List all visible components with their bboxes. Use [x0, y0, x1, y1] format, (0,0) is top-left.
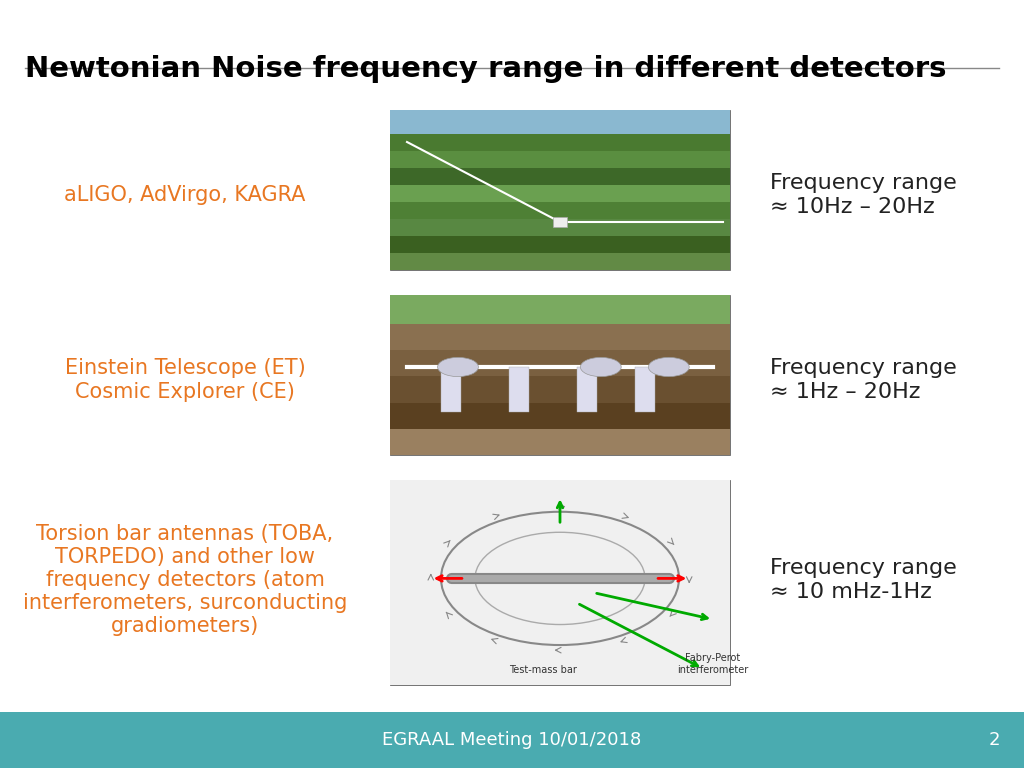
Bar: [390, 110, 730, 134]
Text: aLIGO, AdVirgo, KAGRA: aLIGO, AdVirgo, KAGRA: [65, 185, 306, 205]
Bar: [577, 367, 597, 412]
Bar: [509, 367, 529, 412]
Bar: [0, 712, 1024, 768]
Bar: [390, 480, 730, 685]
Bar: [390, 295, 730, 455]
Bar: [390, 236, 730, 253]
Text: Newtonian Noise frequency range in different detectors: Newtonian Noise frequency range in diffe…: [25, 55, 946, 83]
Bar: [635, 367, 655, 412]
Text: Torsion bar antennas (TOBA,
TORPEDO) and other low
frequency detectors (atom
int: Torsion bar antennas (TOBA, TORPEDO) and…: [23, 524, 347, 637]
Text: EGRAAL Meeting 10/01/2018: EGRAAL Meeting 10/01/2018: [382, 731, 642, 749]
Bar: [390, 185, 730, 202]
Bar: [390, 134, 730, 151]
Bar: [390, 168, 730, 185]
Text: Frequency range
≈ 10 mHz-1Hz: Frequency range ≈ 10 mHz-1Hz: [770, 558, 956, 601]
Ellipse shape: [648, 357, 689, 376]
Bar: [441, 367, 462, 412]
Text: Fabry-Perot
interferometer: Fabry-Perot interferometer: [677, 653, 749, 675]
Bar: [390, 253, 730, 270]
Bar: [390, 295, 730, 324]
Bar: [390, 151, 730, 168]
Text: Einstein Telescope (ET)
Cosmic Explorer (CE): Einstein Telescope (ET) Cosmic Explorer …: [65, 359, 305, 402]
Bar: [553, 217, 567, 227]
Bar: [390, 402, 730, 429]
Text: Test-mass bar: Test-mass bar: [509, 664, 577, 675]
Text: 2: 2: [988, 731, 999, 749]
Bar: [390, 376, 730, 402]
Bar: [390, 202, 730, 219]
Ellipse shape: [437, 357, 478, 376]
Bar: [390, 350, 730, 376]
Bar: [390, 480, 730, 685]
Bar: [390, 324, 730, 350]
Bar: [390, 110, 730, 270]
Bar: [390, 429, 730, 455]
Ellipse shape: [581, 357, 622, 376]
Text: Frequency range
≈ 1Hz – 20Hz: Frequency range ≈ 1Hz – 20Hz: [770, 359, 956, 402]
Text: Frequency range
≈ 10Hz – 20Hz: Frequency range ≈ 10Hz – 20Hz: [770, 174, 956, 217]
Bar: [390, 219, 730, 236]
